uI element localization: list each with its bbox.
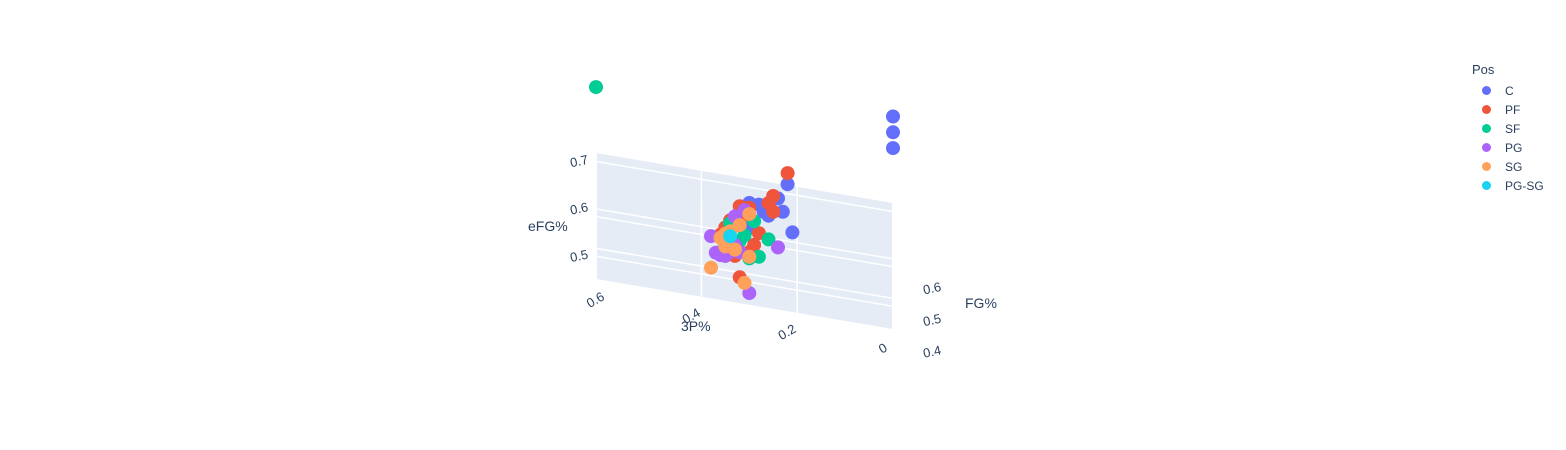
- legend-item-pg-sg[interactable]: PG-SG: [1462, 176, 1562, 195]
- y-axis-title: FG%: [965, 295, 997, 311]
- legend-label: PG: [1505, 140, 1523, 155]
- data-point-c: [886, 125, 900, 140]
- legend-marker: [1482, 86, 1491, 95]
- data-point-sg: [742, 207, 757, 222]
- data-point-sg: [704, 260, 718, 275]
- data-point-sf: [589, 80, 603, 95]
- z-axis-title: eFG%: [528, 218, 568, 234]
- z-tick-label: 0.7: [569, 152, 590, 170]
- data-point-pg: [771, 240, 785, 255]
- legend: Pos C PF SF PG SG PG-SG: [1462, 62, 1562, 195]
- y-tick-label: 0.6: [922, 279, 943, 297]
- legend-marker: [1482, 162, 1491, 171]
- z-gridline-back: [595, 160, 894, 213]
- data-point-c: [775, 204, 790, 219]
- data-point-pf: [766, 204, 781, 219]
- z-tick-label: 0.6: [569, 199, 590, 217]
- data-point-c: [886, 141, 900, 156]
- legend-marker: [1482, 181, 1491, 190]
- data-point-sg: [737, 275, 752, 290]
- x-tick-label: 0: [876, 340, 890, 357]
- legend-marker: [1482, 143, 1491, 152]
- data-point-pf: [747, 237, 762, 252]
- legend-label: PG-SG: [1505, 178, 1544, 193]
- data-point-c: [886, 109, 900, 124]
- x-tick-label: 0.2: [775, 321, 798, 343]
- legend-item-sf[interactable]: SF: [1462, 119, 1562, 138]
- legend-item-sg[interactable]: SG: [1462, 157, 1562, 176]
- y-tick-label: 0.5: [922, 311, 943, 329]
- legend-label: PF: [1505, 102, 1521, 117]
- data-point-c: [780, 177, 795, 192]
- data-point-sg: [727, 242, 742, 257]
- tick-labels: 00.20.40.60.40.50.60.50.60.7: [569, 152, 943, 361]
- data-point-sg: [742, 249, 757, 264]
- legend-item-pg[interactable]: PG: [1462, 138, 1562, 157]
- legend-label: C: [1505, 83, 1514, 98]
- x-axis-title: 3P%: [681, 318, 711, 334]
- legend-marker: [1482, 124, 1491, 133]
- y-tick-label: 0.4: [922, 342, 943, 360]
- data-point-pf: [780, 166, 795, 181]
- y-gridline-floor: [595, 279, 894, 331]
- scatter-points: [589, 80, 900, 301]
- legend-item-c[interactable]: C: [1462, 81, 1562, 100]
- data-point-c: [785, 225, 800, 240]
- x-tick-label: 0.6: [584, 289, 607, 311]
- legend-marker: [1482, 105, 1491, 114]
- legend-item-pf[interactable]: PF: [1462, 100, 1562, 119]
- legend-label: SF: [1505, 121, 1521, 136]
- z-tick-label: 0.5: [569, 247, 590, 265]
- data-point-pg-sg: [723, 229, 738, 244]
- data-point-sf: [761, 232, 776, 247]
- legend-label: SG: [1505, 159, 1523, 174]
- legend-title: Pos: [1472, 62, 1495, 77]
- data-point-sg: [732, 218, 747, 233]
